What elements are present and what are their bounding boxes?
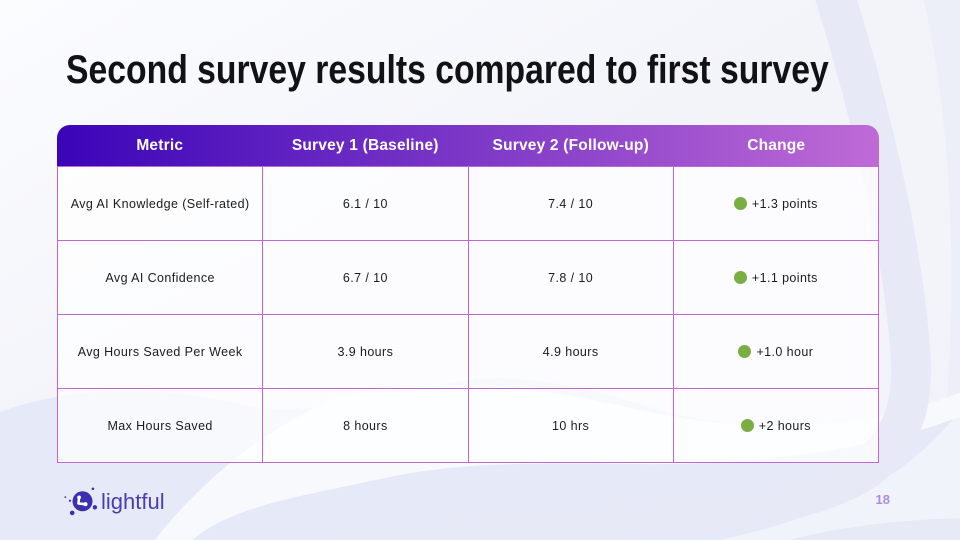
svg-text:lightful: lightful	[101, 489, 165, 514]
